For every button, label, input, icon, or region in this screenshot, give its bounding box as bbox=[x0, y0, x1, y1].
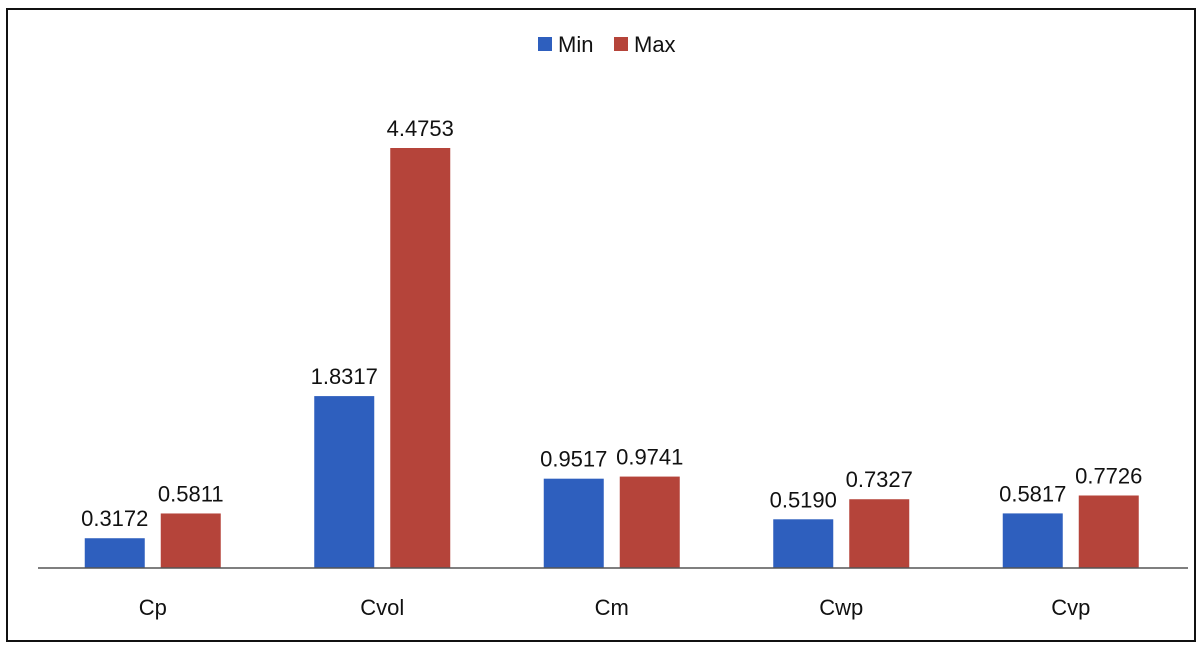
bar-min-cp bbox=[84, 538, 145, 568]
legend-label-min: Min bbox=[558, 32, 593, 57]
data-label-max-cwp: 0.7327 bbox=[846, 467, 913, 492]
bar-max-cwp bbox=[849, 499, 910, 568]
data-label-min-cvp: 0.5817 bbox=[999, 481, 1066, 506]
data-labels: 0.3172 0.5811 1.8317 4.4753 0.9517 0.9741 0.51… bbox=[81, 116, 1142, 531]
data-label-max-cvol: 4.4753 bbox=[387, 116, 454, 141]
x-axis-tick-labels: Cp Cvol Cm Cwp Cvp bbox=[139, 595, 1091, 620]
x-tick-label-cm: Cm bbox=[595, 595, 629, 620]
data-label-min-cp: 0.3172 bbox=[81, 506, 148, 531]
bar-min-cvol bbox=[314, 396, 375, 568]
data-label-max-cm: 0.9741 bbox=[616, 445, 683, 470]
x-tick-label-cp: Cp bbox=[139, 595, 167, 620]
legend-swatch-min bbox=[538, 37, 552, 51]
data-label-max-cp: 0.5811 bbox=[158, 481, 224, 506]
legend-swatch-max bbox=[614, 37, 628, 51]
legend: Min Max bbox=[538, 32, 676, 57]
bar-max-cvol bbox=[390, 148, 451, 568]
bar-min-cvp bbox=[1002, 513, 1063, 568]
bar-max-cvp bbox=[1078, 495, 1139, 568]
x-tick-label-cvol: Cvol bbox=[360, 595, 404, 620]
bars bbox=[84, 148, 1139, 568]
x-tick-label-cwp: Cwp bbox=[819, 595, 863, 620]
data-label-min-cwp: 0.5190 bbox=[770, 487, 837, 512]
legend-label-max: Max bbox=[634, 32, 676, 57]
bar-max-cm bbox=[619, 476, 680, 568]
data-label-min-cm: 0.9517 bbox=[540, 447, 607, 472]
bar-max-cp bbox=[160, 513, 221, 568]
data-label-min-cvol: 1.8317 bbox=[311, 364, 378, 389]
bar-min-cm bbox=[543, 478, 604, 568]
data-label-max-cvp: 0.7726 bbox=[1075, 463, 1142, 488]
x-tick-label-cvp: Cvp bbox=[1051, 595, 1090, 620]
bar-min-cwp bbox=[773, 519, 834, 568]
